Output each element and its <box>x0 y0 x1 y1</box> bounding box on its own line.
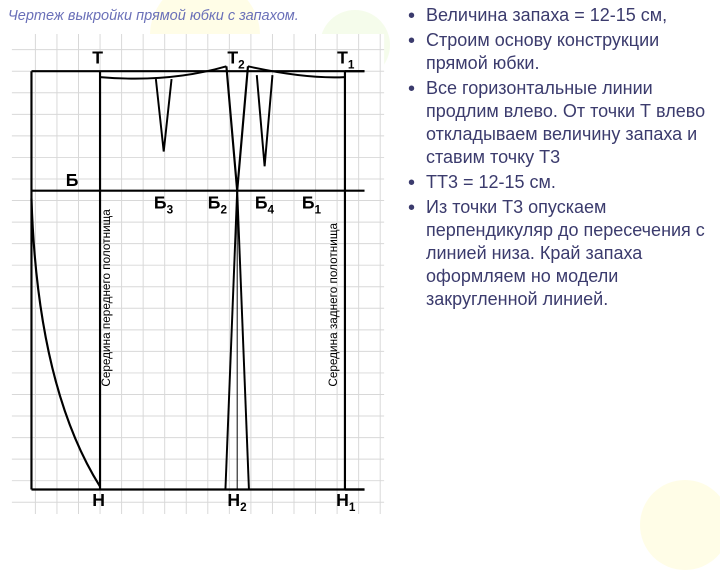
svg-text:Б: Б <box>66 170 79 190</box>
list-item: Строим основу конструкции прямой юбки. <box>404 29 710 75</box>
instruction-list: Величина запаха = 12-15 см, Строим основ… <box>404 4 710 311</box>
skirt-pattern-diagram: Т Т2 Т1 Б Б3 Б2 Б4 Б1 Н Н2 Н1 Середина п… <box>8 34 388 514</box>
svg-text:Середина переднего полотнища: Середина переднего полотнища <box>100 209 113 387</box>
list-item: Все горизонтальные линии продлим влево. … <box>404 77 710 169</box>
svg-text:Середина заднего полотнища: Середина заднего полотнища <box>327 222 340 386</box>
page: Чертеж выкройки прямой юбки с запахом. <box>0 0 720 540</box>
list-item: Из точки Т3 опускаем перпендикуляр до пе… <box>404 196 710 311</box>
diagram-title: Чертеж выкройки прямой юбки с запахом. <box>8 8 396 24</box>
svg-text:Т: Т <box>92 47 103 67</box>
list-item: ТТ3 = 12-15 см. <box>404 171 710 194</box>
list-item: Величина запаха = 12-15 см, <box>404 4 710 27</box>
right-column: Величина запаха = 12-15 см, Строим основ… <box>400 0 720 540</box>
left-column: Чертеж выкройки прямой юбки с запахом. <box>0 0 400 540</box>
svg-text:Н: Н <box>92 490 105 510</box>
